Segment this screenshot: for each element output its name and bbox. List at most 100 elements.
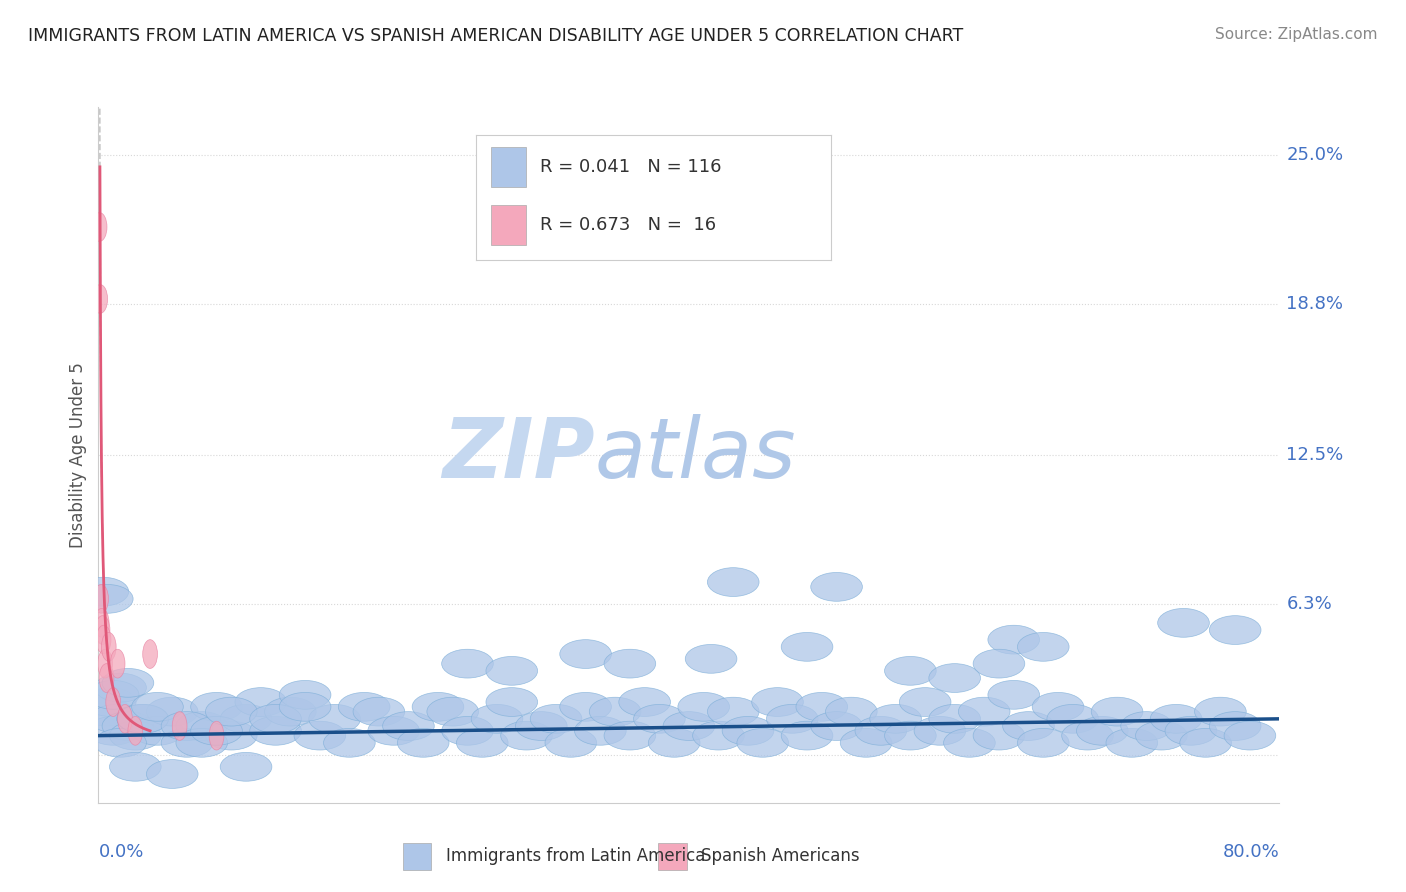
Ellipse shape [737,729,789,757]
Text: atlas: atlas [595,415,796,495]
Text: 80.0%: 80.0% [1223,843,1279,861]
Ellipse shape [884,657,936,685]
Ellipse shape [93,285,108,313]
Ellipse shape [173,712,187,740]
Ellipse shape [1002,712,1054,740]
Ellipse shape [782,632,832,661]
Ellipse shape [110,753,162,781]
Ellipse shape [105,688,121,716]
Ellipse shape [87,681,139,709]
Ellipse shape [988,625,1039,654]
Ellipse shape [1107,729,1157,757]
Ellipse shape [693,722,744,750]
Text: 12.5%: 12.5% [1286,446,1344,464]
Text: R = 0.041   N = 116: R = 0.041 N = 116 [540,159,721,177]
Ellipse shape [1091,698,1143,726]
Text: Immigrants from Latin America: Immigrants from Latin America [446,847,704,865]
Ellipse shape [162,712,212,740]
Ellipse shape [900,688,950,716]
Ellipse shape [368,716,419,745]
Ellipse shape [1180,729,1232,757]
Ellipse shape [117,705,169,733]
Bar [491,147,526,187]
Ellipse shape [811,573,862,601]
Ellipse shape [1136,722,1187,750]
Ellipse shape [250,705,301,733]
Text: R = 0.673   N =  16: R = 0.673 N = 16 [540,216,716,234]
Ellipse shape [471,705,523,733]
Ellipse shape [103,668,153,698]
Ellipse shape [589,698,641,726]
Text: ZIP: ZIP [441,415,595,495]
Ellipse shape [110,722,162,750]
Ellipse shape [929,705,980,733]
Ellipse shape [959,698,1010,726]
Ellipse shape [176,712,228,740]
Ellipse shape [988,681,1039,709]
Ellipse shape [93,212,107,242]
Ellipse shape [221,705,271,733]
Ellipse shape [973,649,1025,678]
Ellipse shape [427,698,478,726]
Ellipse shape [132,692,183,722]
Ellipse shape [973,722,1025,750]
Ellipse shape [264,698,316,726]
Ellipse shape [143,640,157,668]
Ellipse shape [1077,716,1128,745]
Ellipse shape [855,716,907,745]
Text: IMMIGRANTS FROM LATIN AMERICA VS SPANISH AMERICAN DISABILITY AGE UNDER 5 CORRELA: IMMIGRANTS FROM LATIN AMERICA VS SPANISH… [28,27,963,45]
Ellipse shape [1150,705,1202,733]
Ellipse shape [94,673,146,702]
Ellipse shape [560,640,612,668]
Ellipse shape [870,705,921,733]
Ellipse shape [96,615,110,644]
Ellipse shape [87,716,139,745]
Ellipse shape [1018,729,1069,757]
Ellipse shape [96,625,111,654]
Ellipse shape [707,698,759,726]
Ellipse shape [294,722,346,750]
Ellipse shape [782,722,832,750]
Ellipse shape [575,716,626,745]
Text: 25.0%: 25.0% [1286,146,1344,164]
Ellipse shape [1121,712,1173,740]
Ellipse shape [1166,716,1216,745]
Ellipse shape [678,692,730,722]
Ellipse shape [441,649,494,678]
Ellipse shape [398,729,449,757]
Ellipse shape [605,649,655,678]
Ellipse shape [796,692,848,722]
Bar [491,205,526,245]
Text: Source: ZipAtlas.com: Source: ZipAtlas.com [1215,27,1378,42]
Bar [658,843,686,870]
Ellipse shape [176,729,228,757]
Ellipse shape [914,716,966,745]
Ellipse shape [1195,698,1246,726]
Ellipse shape [1032,692,1084,722]
Ellipse shape [619,688,671,716]
Ellipse shape [353,698,405,726]
Ellipse shape [648,729,700,757]
Ellipse shape [118,705,132,733]
Ellipse shape [235,688,287,716]
Ellipse shape [110,649,125,678]
Ellipse shape [280,692,330,722]
Ellipse shape [546,729,596,757]
Ellipse shape [825,698,877,726]
Ellipse shape [841,729,891,757]
Ellipse shape [205,698,257,726]
Text: 6.3%: 6.3% [1286,595,1333,613]
Ellipse shape [382,712,434,740]
Ellipse shape [94,729,146,757]
Ellipse shape [84,688,136,716]
Ellipse shape [1209,712,1261,740]
Text: 18.8%: 18.8% [1286,294,1344,313]
Text: 0.0%: 0.0% [98,843,143,861]
Ellipse shape [752,688,803,716]
Ellipse shape [501,722,553,750]
Ellipse shape [77,577,129,606]
Ellipse shape [309,705,360,733]
Ellipse shape [685,644,737,673]
Ellipse shape [191,692,242,722]
Ellipse shape [412,692,464,722]
